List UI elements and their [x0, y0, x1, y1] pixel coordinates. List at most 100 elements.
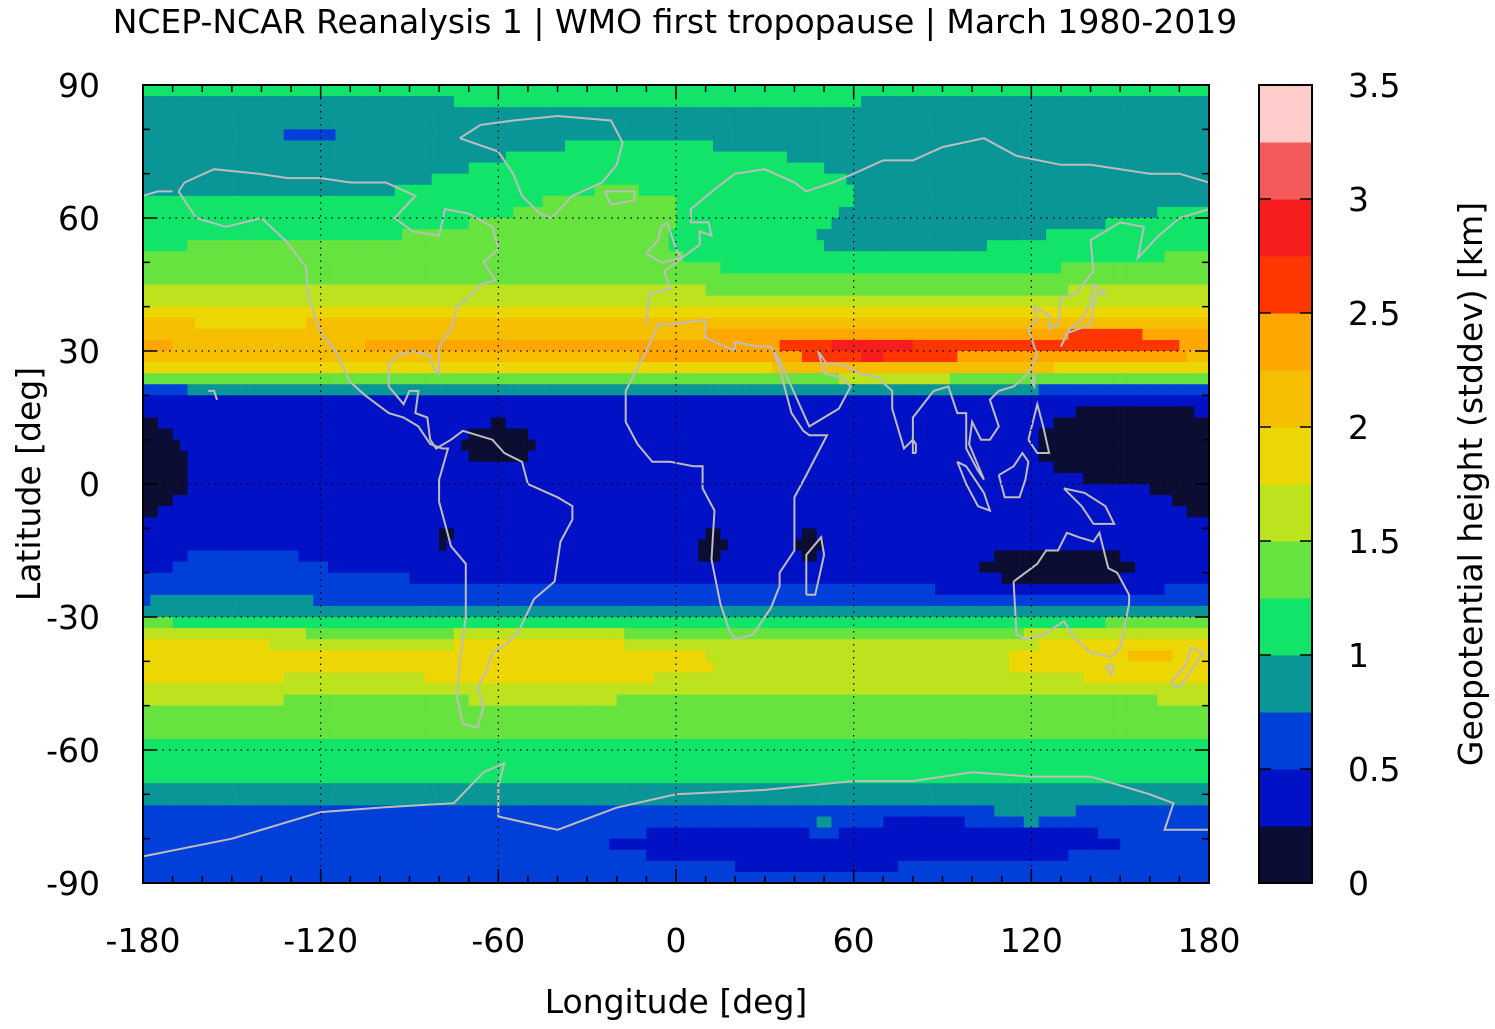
- heatmap-cell: [1179, 384, 1188, 396]
- heatmap-cell: [801, 284, 810, 297]
- heatmap-cell: [535, 273, 544, 286]
- heatmap-cell: [328, 107, 337, 119]
- heatmap-cell: [335, 140, 344, 153]
- heatmap-cell: [557, 184, 566, 197]
- heatmap-cell: [868, 96, 877, 108]
- heatmap-cell: [579, 229, 588, 241]
- heatmap-cell: [631, 85, 640, 97]
- heatmap-cell: [646, 284, 655, 297]
- heatmap-cell: [824, 395, 833, 408]
- heatmap-cell: [1120, 96, 1129, 108]
- heatmap-cell: [1097, 273, 1106, 286]
- heatmap-cell: [357, 362, 366, 374]
- heatmap-cell: [379, 461, 388, 474]
- heatmap-cell: [1112, 284, 1121, 297]
- heatmap-cell: [254, 162, 263, 175]
- heatmap-cell: [1194, 328, 1203, 341]
- heatmap-cell: [1075, 107, 1084, 119]
- heatmap-cell: [143, 107, 151, 119]
- heatmap-cell: [979, 151, 988, 164]
- heatmap-cell: [313, 173, 322, 186]
- heatmap-cell: [416, 85, 425, 97]
- heatmap-cell: [1127, 151, 1136, 164]
- heatmap-cell: [994, 184, 1003, 197]
- heatmap-cell: [964, 328, 973, 341]
- heatmap-cell: [1149, 151, 1158, 164]
- heatmap-cell: [157, 262, 166, 275]
- heatmap-cell: [187, 184, 196, 197]
- heatmap-cell: [1112, 96, 1121, 108]
- heatmap-cell: [291, 295, 300, 308]
- heatmap-cell: [853, 251, 862, 263]
- heatmap-cell: [794, 461, 803, 474]
- heatmap-cell: [935, 85, 944, 97]
- heatmap-cell: [979, 362, 988, 374]
- heatmap-cell: [431, 151, 440, 164]
- heatmap-cell: [542, 339, 551, 352]
- heatmap-cell: [372, 439, 381, 452]
- heatmap-cell: [350, 162, 359, 175]
- heatmap-cell: [557, 339, 566, 352]
- heatmap-cell: [1068, 339, 1077, 352]
- heatmap-cell: [1046, 240, 1055, 252]
- heatmap-cell: [705, 240, 714, 252]
- heatmap-cell: [557, 406, 566, 419]
- heatmap-cell: [1097, 351, 1106, 363]
- heatmap-cell: [291, 395, 300, 408]
- heatmap-cell: [402, 151, 411, 164]
- heatmap-cell: [772, 428, 781, 441]
- heatmap-cell: [1097, 295, 1106, 308]
- heatmap-cell: [379, 384, 388, 396]
- heatmap-cell: [653, 96, 662, 108]
- heatmap-cell: [809, 140, 818, 153]
- heatmap-cell: [935, 107, 944, 119]
- heatmap-cell: [365, 328, 374, 341]
- heatmap-cell: [202, 96, 211, 108]
- heatmap-cell: [165, 306, 174, 319]
- heatmap-cell: [646, 362, 655, 374]
- heatmap-cell: [1053, 339, 1062, 352]
- heatmap-cell: [720, 206, 729, 219]
- heatmap-cell: [1031, 96, 1040, 108]
- heatmap-cell: [653, 439, 662, 452]
- heatmap-cell: [1127, 317, 1136, 330]
- heatmap-cell: [853, 151, 862, 164]
- heatmap-cell: [705, 339, 714, 352]
- heatmap-cell: [735, 218, 744, 230]
- heatmap-cell: [898, 306, 907, 319]
- heatmap-cell: [453, 284, 462, 297]
- heatmap-cell: [616, 362, 625, 374]
- heatmap-cell: [764, 428, 773, 441]
- heatmap-cell: [735, 395, 744, 408]
- heatmap-cell: [794, 284, 803, 297]
- heatmap-cell: [816, 395, 825, 408]
- heatmap-cell: [513, 461, 522, 474]
- heatmap-cell: [787, 129, 796, 142]
- heatmap-cell: [1053, 206, 1062, 219]
- heatmap-cell: [779, 262, 788, 275]
- heatmap-cell: [764, 206, 773, 219]
- heatmap-cell: [638, 173, 647, 186]
- heatmap-cell: [372, 218, 381, 230]
- heatmap-cell: [720, 306, 729, 319]
- heatmap-cell: [1112, 251, 1121, 263]
- heatmap-cell: [1075, 251, 1084, 263]
- heatmap-cell: [964, 295, 973, 308]
- heatmap-cell: [809, 461, 818, 474]
- heatmap-cell: [846, 96, 855, 108]
- heatmap-cell: [676, 251, 684, 263]
- heatmap-cell: [676, 262, 684, 275]
- heatmap-cell: [1120, 85, 1129, 97]
- heatmap-cell: [986, 417, 995, 430]
- heatmap-cell: [1194, 306, 1203, 319]
- heatmap-cell: [1171, 85, 1180, 97]
- heatmap-cell: [172, 118, 181, 130]
- heatmap-cell: [750, 461, 759, 474]
- heatmap-cell: [527, 328, 536, 341]
- heatmap-cell: [994, 339, 1003, 352]
- heatmap-cell: [1060, 439, 1069, 452]
- heatmap-cell: [831, 273, 840, 286]
- heatmap-cell: [690, 96, 699, 108]
- heatmap-cell: [735, 96, 744, 108]
- heatmap-cell: [616, 439, 625, 452]
